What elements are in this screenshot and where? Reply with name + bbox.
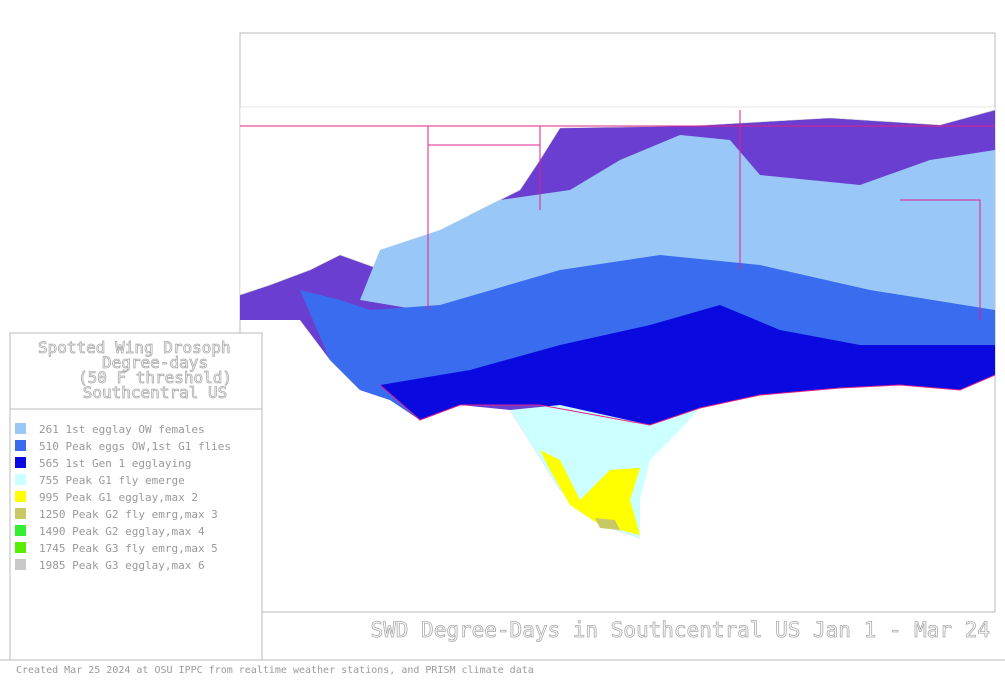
legend-title: Southcentral US bbox=[83, 383, 228, 402]
legend-label: 565 1st Gen 1 egglaying bbox=[39, 457, 191, 470]
legend-swatch bbox=[15, 423, 26, 434]
legend-swatch bbox=[15, 474, 26, 485]
legend-swatch bbox=[15, 440, 26, 451]
map-title: SWD Degree-Days in Southcentral US Jan 1… bbox=[370, 618, 990, 642]
map bbox=[239, 106, 996, 538]
legend-swatch bbox=[15, 559, 26, 570]
legend-title: Degree-days bbox=[102, 353, 208, 372]
legend-swatch bbox=[15, 457, 26, 468]
legend-title: (50 F threshold) bbox=[78, 368, 232, 387]
legend-title: Spotted Wing Drosoph bbox=[38, 338, 231, 357]
legend-box bbox=[9, 332, 263, 661]
legend-label: 995 Peak G1 egglay,max 2 bbox=[39, 491, 198, 504]
legend-label: 1985 Peak G3 egglay,max 6 bbox=[39, 559, 205, 572]
legend-swatch bbox=[15, 491, 26, 502]
legend-swatch bbox=[15, 542, 26, 553]
legend-label: 510 Peak eggs OW,1st G1 flies bbox=[39, 440, 231, 453]
legend-label: 1490 Peak G2 egglay,max 4 bbox=[39, 525, 205, 538]
legend-swatch bbox=[15, 508, 26, 519]
legend-label: 755 Peak G1 fly emerge bbox=[39, 474, 185, 487]
legend-swatch bbox=[15, 525, 26, 536]
footer: Created Mar 25 2024 at OSU IPPC from rea… bbox=[16, 665, 534, 676]
legend-label: 1745 Peak G3 fly emrg,max 5 bbox=[39, 542, 218, 555]
legend-label: 1250 Peak G2 fly emrg,max 3 bbox=[39, 508, 218, 521]
legend-label: 261 1st egglay OW females bbox=[39, 423, 205, 436]
